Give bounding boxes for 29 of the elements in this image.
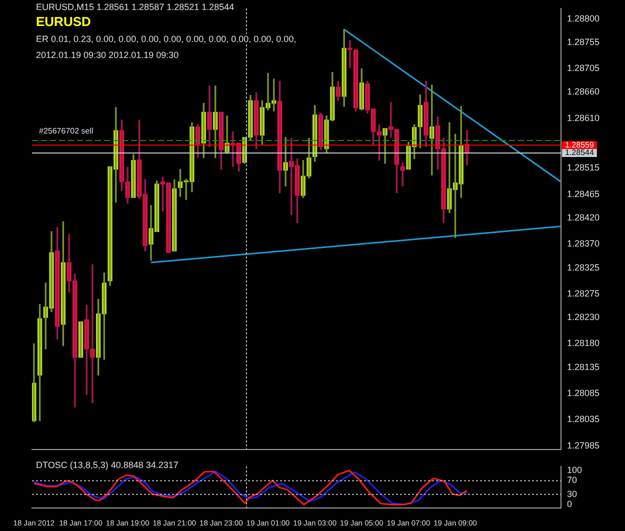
y-tick-label: 1.27985 — [567, 440, 600, 450]
y-tick-label: 1.28705 — [567, 63, 600, 74]
y-tick-label: 30 — [567, 488, 578, 499]
ref-line-label: 1.28544 — [565, 148, 594, 158]
y-tick-label: 1.28180 — [567, 338, 600, 348]
y-tick-label: 1.28420 — [567, 212, 600, 222]
ref-line-label: 1.28559 — [565, 140, 594, 150]
y-tick-label: 1.28465 — [567, 188, 600, 199]
chart-title: DTOSC (13,8,5,3) 40.8848 34.2317 — [35, 460, 180, 470]
y-tick-label: 1.28085 — [567, 388, 600, 398]
y-tick-label: 0 — [567, 499, 572, 510]
ref-line-label: #25676702 sell — [39, 126, 94, 136]
y-tick-label: 1.28230 — [567, 312, 600, 322]
annotation: ER 0.01, 0.23, 0.00, 0.00, 0.00, 0.00, 0.00, 0.00, 0.00, 0.00, 0.00, — [35, 34, 298, 44]
y-tick-label: 1.28515 — [567, 162, 600, 173]
y-tick-label: 1.28275 — [567, 288, 600, 298]
y-tick-label: 100 — [567, 464, 582, 475]
y-tick-label: 1.28035 — [567, 414, 600, 424]
annotation: 2012.01.19 09:30 2012.01.19 09:30 — [35, 50, 180, 60]
y-tick-label: 1.28800 — [567, 13, 600, 24]
y-tick-label: 1.28610 — [567, 112, 600, 123]
chart-title: EURUSD,M15 1.28561 1.28587 1.28521 1.28544 — [35, 2, 236, 12]
annotation: EURUSD — [35, 14, 92, 29]
y-tick-label: 70 — [567, 475, 578, 486]
y-tick-label: 1.28755 — [567, 36, 600, 47]
y-tick-label: 1.28660 — [567, 86, 600, 97]
y-tick-label: 1.28135 — [567, 362, 600, 372]
y-tick-label: 1.28325 — [567, 262, 600, 272]
y-tick-label: 1.28370 — [567, 238, 600, 249]
